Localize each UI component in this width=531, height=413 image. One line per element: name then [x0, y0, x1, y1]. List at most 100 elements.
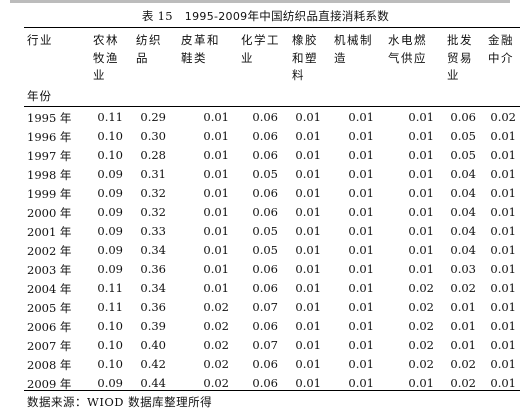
row-year: 1999 年: [27, 187, 72, 201]
table-cell: 0.06: [252, 129, 278, 143]
table-cell: 0.02: [408, 300, 434, 314]
table-cell: 0.01: [295, 319, 321, 333]
table-cell: 0.09: [97, 376, 123, 390]
row-year: 2004 年: [27, 282, 72, 296]
table-cell: 0.01: [490, 262, 516, 276]
table-cell: 0.02: [450, 376, 476, 390]
table-cell: 0.01: [203, 167, 229, 181]
row-year: 2003 年: [27, 263, 72, 277]
table-cell: 0.09: [97, 186, 123, 200]
table-cell: 0.01: [348, 376, 374, 390]
corner-header-industry: 行业: [27, 33, 53, 47]
table-cell: 0.01: [490, 205, 516, 219]
table-cell: 0.06: [252, 376, 278, 390]
table-cell: 0.06: [450, 110, 476, 124]
table-cell: 0.01: [490, 338, 516, 352]
table-cell: 0.34: [140, 281, 166, 295]
table-cell: 0.01: [203, 110, 229, 124]
table-cell: 0.02: [203, 376, 229, 390]
table-cell: 0.01: [348, 262, 374, 276]
table-cell: 0.32: [140, 186, 166, 200]
table-cell: 0.30: [140, 129, 166, 143]
table-top-rule: [24, 27, 520, 29]
table-cell: 0.01: [295, 357, 321, 371]
column-header-rubber-plastics: 橡胶 和塑 料: [292, 33, 318, 82]
row-year: 1995 年: [27, 111, 72, 125]
table-cell: 0.32: [140, 205, 166, 219]
table-cell: 0.07: [252, 338, 278, 352]
cropped-previous-line: [0, 0, 531, 3]
table-cell: 0.11: [97, 300, 123, 314]
table-cell: 0.01: [490, 376, 516, 390]
table-cell: 0.09: [97, 243, 123, 257]
row-year: 2009 年: [27, 377, 72, 391]
row-year: 1997 年: [27, 149, 72, 163]
table-cell: 0.06: [252, 319, 278, 333]
table-cell: 0.03: [450, 262, 476, 276]
table-cell: 0.07: [252, 300, 278, 314]
table-cell: 0.01: [490, 186, 516, 200]
table-cell: 0.29: [140, 110, 166, 124]
table-cell: 0.01: [203, 224, 229, 238]
row-year: 2007 年: [27, 339, 72, 353]
table-cell: 0.05: [450, 129, 476, 143]
table-cell: 0.42: [140, 357, 166, 371]
table-cell: 0.01: [490, 281, 516, 295]
table-cell: 0.01: [348, 300, 374, 314]
table-cell: 0.01: [408, 148, 434, 162]
table-cell: 0.01: [408, 376, 434, 390]
table-cell: 0.05: [252, 167, 278, 181]
row-year: 2002 年: [27, 244, 72, 258]
table-cell: 0.01: [408, 167, 434, 181]
table-row: 2004 年 0.11 0.34 0.01 0.06 0.01 0.01 0.02 0.02 0.…: [0, 281, 531, 300]
table-cell: 0.01: [295, 167, 321, 181]
row-year: 1996 年: [27, 130, 72, 144]
corner-header-year: 年份: [27, 89, 52, 103]
table-cell: 0.02: [408, 281, 434, 295]
row-year: 2006 年: [27, 320, 72, 334]
table-cell: 0.04: [450, 186, 476, 200]
table-cell: 0.11: [97, 110, 123, 124]
table-cell: 0.04: [450, 224, 476, 238]
table-cell: 0.10: [97, 319, 123, 333]
table-cell: 0.36: [140, 300, 166, 314]
table-cell: 0.31: [140, 167, 166, 181]
table-cell: 0.01: [450, 319, 476, 333]
table-cell: 0.06: [252, 186, 278, 200]
row-year: 2008 年: [27, 358, 72, 372]
table-cell: 0.05: [252, 224, 278, 238]
data-source-note: 数据来源：WIOD 数据库整理所得: [27, 395, 213, 409]
table-cell: 0.01: [348, 167, 374, 181]
column-header-utilities: 水电燃 气供应: [388, 33, 427, 65]
table-row: 1995 年 0.11 0.29 0.01 0.06 0.01 0.01 0.01 0.06 0.…: [0, 110, 531, 129]
row-year: 1998 年: [27, 168, 72, 182]
table-cell: 0.01: [490, 357, 516, 371]
table-cell: 0.11: [97, 281, 123, 295]
table-cell: 0.01: [295, 300, 321, 314]
table-cell: 0.01: [295, 281, 321, 295]
table-cell: 0.01: [408, 205, 434, 219]
table-cell: 0.05: [252, 243, 278, 257]
row-year: 2001 年: [27, 225, 72, 239]
table-header-rule: [24, 106, 520, 107]
table-cell: 0.01: [203, 243, 229, 257]
table-cell: 0.01: [203, 186, 229, 200]
table-cell: 0.02: [203, 319, 229, 333]
table-bottom-rule: [24, 390, 520, 392]
row-year: 2000 年: [27, 206, 72, 220]
table-cell: 0.02: [408, 357, 434, 371]
table-cell: 0.01: [348, 319, 374, 333]
table-row: 2003 年 0.09 0.36 0.01 0.06 0.01 0.01 0.01 0.03 0.…: [0, 262, 531, 281]
table-cell: 0.34: [140, 243, 166, 257]
table-row: 1998 年 0.09 0.31 0.01 0.05 0.01 0.01 0.01 0.04 0.…: [0, 167, 531, 186]
table-cell: 0.01: [348, 357, 374, 371]
table-header: 行业 年份 农林 牧渔 业 纺织 品 皮革和 鞋类 化学工 业 橡胶 和塑 料 …: [0, 30, 531, 106]
table-cell: 0.09: [97, 205, 123, 219]
table-cell: 0.02: [203, 338, 229, 352]
table-cell: 0.01: [490, 224, 516, 238]
table-cell: 0.01: [295, 262, 321, 276]
table-cell: 0.01: [490, 319, 516, 333]
table-cell: 0.33: [140, 224, 166, 238]
table-cell: 0.02: [490, 110, 516, 124]
table-row: 2006 年 0.10 0.39 0.02 0.06 0.01 0.01 0.02 0.01 0.…: [0, 319, 531, 338]
